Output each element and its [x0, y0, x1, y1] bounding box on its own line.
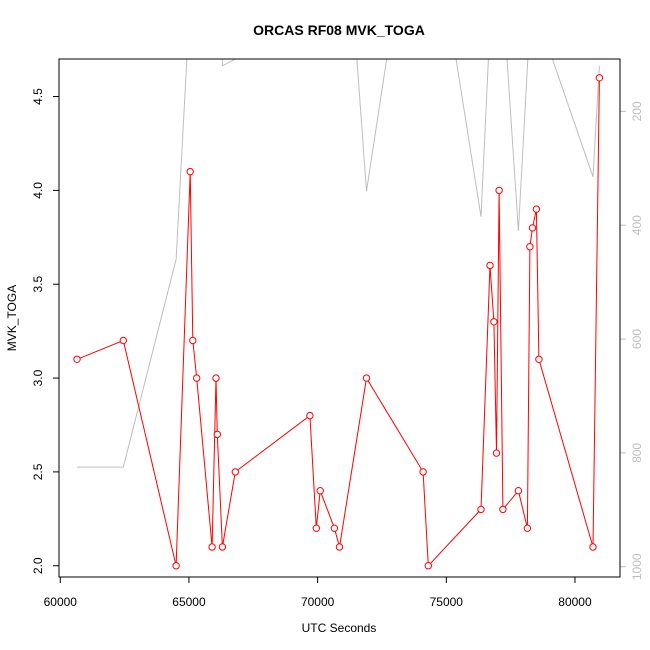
x-tick-label: 75000	[430, 595, 464, 609]
y-tick-label: 2.0	[31, 557, 45, 574]
data-point	[526, 243, 534, 251]
y-tick-label: 4.5	[31, 88, 45, 105]
x-axis: 60000 65000 70000 75000 80000	[44, 576, 592, 609]
data-point	[595, 74, 604, 82]
y-axis: 2.0 2.5 3.0 3.5 4.0 4.5	[31, 88, 60, 574]
data-point	[495, 186, 503, 195]
plot-frame	[58, 58, 621, 578]
data-point	[186, 167, 194, 176]
data-point	[193, 374, 201, 382]
x-tick-label: 80000	[558, 595, 592, 609]
data-point	[119, 336, 128, 345]
x-tick-label: 70000	[301, 595, 335, 609]
y-tick-label: 2.5	[31, 463, 45, 480]
data-point	[514, 487, 523, 495]
data-point	[306, 411, 314, 420]
right-tick-label: 400	[630, 215, 644, 235]
data-point	[419, 468, 427, 476]
primary-series	[73, 74, 604, 570]
x-axis-label: UTC Seconds	[302, 621, 377, 635]
data-point	[316, 487, 324, 495]
data-point	[189, 336, 197, 345]
secondary-series	[77, 59, 600, 468]
data-point	[589, 543, 597, 551]
data-point	[312, 524, 320, 532]
data-point	[486, 261, 494, 270]
data-point	[477, 505, 485, 514]
right-tick-label: 1000	[630, 553, 644, 580]
x-tick-label: 65000	[172, 595, 206, 609]
data-point	[73, 355, 81, 363]
data-point	[231, 468, 240, 476]
data-point	[208, 543, 216, 551]
data-point	[523, 524, 532, 532]
chart-title: ORCAS RF08 MVK_TOGA	[253, 22, 425, 38]
data-point	[218, 543, 227, 551]
data-point	[535, 355, 543, 363]
data-point	[499, 505, 507, 514]
secondary-series-line	[77, 59, 600, 468]
data-point	[330, 524, 339, 532]
x-tick-label: 60000	[44, 595, 78, 609]
data-point	[335, 543, 344, 551]
y-tick-label: 3.5	[31, 276, 45, 293]
right-tick-label: 600	[630, 329, 644, 349]
y-axis-label: MVK_TOGA	[5, 285, 19, 351]
data-point	[213, 430, 222, 439]
data-point	[532, 205, 541, 213]
data-point	[212, 374, 220, 382]
data-point	[362, 374, 371, 382]
y-tick-label: 3.0	[31, 369, 45, 386]
y-tick-label: 4.0	[31, 182, 45, 199]
data-point	[492, 449, 501, 457]
data-point	[172, 562, 180, 570]
data-point	[490, 318, 498, 326]
data-point	[528, 224, 537, 232]
right-axis: 200 400 600 800 1000	[619, 101, 644, 580]
right-tick-label: 200	[630, 101, 644, 121]
data-point	[424, 562, 432, 570]
right-tick-label: 800	[630, 443, 644, 463]
